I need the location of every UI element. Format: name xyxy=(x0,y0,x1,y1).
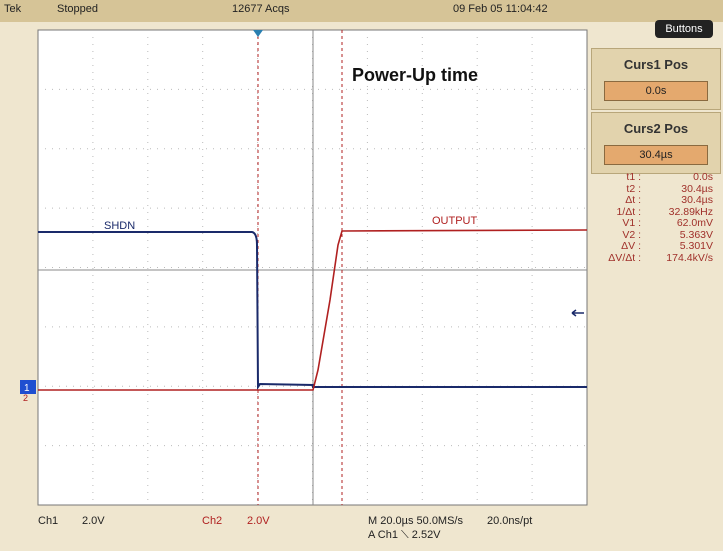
measurement-value: 30.4µs xyxy=(681,182,713,195)
ch1-marker-label: 1 xyxy=(24,383,30,394)
resolution: 20.0ns/pt xyxy=(487,515,533,527)
measurement-row: t2 : 30.4µs xyxy=(593,182,713,196)
measurement-label: V2 : xyxy=(622,228,641,241)
ch2: Ch2 xyxy=(202,515,223,527)
graticule: Power-Up time SHDN OUTPUT 1 2 xyxy=(20,29,588,506)
measurement-row: Δt : 30.4µs xyxy=(593,194,713,207)
title: Power-Up time xyxy=(352,65,478,85)
measurement-label: Δt : xyxy=(625,194,641,206)
ch1-scale: 2.0V xyxy=(82,515,105,527)
measurements: t1 : 0.0s t2 : 30.4µs Δt : 30.4µs 1/Δt : 32.89k… xyxy=(593,171,713,265)
timebase: M 20.0µs 50.0MS/s xyxy=(368,515,463,527)
status-bar xyxy=(0,0,723,22)
measurement-row: V1 : 62.0mV xyxy=(593,217,713,230)
offset-arrow xyxy=(571,309,584,317)
measurement-value: 0.0s xyxy=(693,171,713,183)
trigger: A Ch1 ⟍ 2.52V xyxy=(368,529,441,541)
cursor1-panel[interactable]: Curs1 Pos 0.0s xyxy=(591,48,721,110)
measurement-label: ΔV/Δt : xyxy=(608,251,641,264)
measurement-value: 32.89kHz xyxy=(668,205,713,218)
shdn-label: SHDN xyxy=(104,220,135,232)
cursor1-label: Curs1 Pos xyxy=(623,57,689,72)
measurement-label: ΔV : xyxy=(621,240,641,252)
measurement-value: 62.0mV xyxy=(676,217,713,229)
measurement-label: 1/Δt : xyxy=(616,205,641,218)
cursor2-value: 30.4µs xyxy=(604,145,708,165)
measurement-row: t1 : 0.0s xyxy=(593,171,713,184)
cursor2-panel[interactable]: Curs2 Pos 30.4µs xyxy=(591,112,721,174)
measurement-row: ΔV : 5.301V xyxy=(593,240,713,253)
measurement-value: 30.4µs xyxy=(681,194,713,206)
measurement-row: 1/Δt : 32.89kHz xyxy=(593,205,713,219)
ch2-marker-label: 2 xyxy=(23,393,28,403)
ch2-scale: 2.0V xyxy=(247,515,270,527)
measurement-value: 174.4kV/s xyxy=(666,251,713,264)
measurement-label: t2 : xyxy=(626,182,641,195)
measurement-value: 5.301V xyxy=(679,240,713,252)
measurement-row: V2 : 5.363V xyxy=(593,228,713,242)
measurement-row: ΔV/Δt : 174.4kV/s xyxy=(593,251,713,265)
datetime: 09 Feb 05 11:04:42 xyxy=(453,3,548,15)
measurement-label: t1 : xyxy=(626,171,641,183)
measurement-value: 5.363V xyxy=(679,228,713,241)
ch1-marker xyxy=(20,380,36,394)
trigger-marker xyxy=(253,30,263,37)
cursor2-label: Curs2 Pos xyxy=(623,121,689,136)
shdn-trace xyxy=(38,231,587,391)
cursor1-value: 0.0s xyxy=(604,81,708,101)
state: Stopped xyxy=(57,3,98,15)
buttons-button[interactable]: Buttons xyxy=(655,20,713,38)
grid xyxy=(38,30,587,505)
ch1: Ch1 xyxy=(38,515,59,527)
output-trace xyxy=(38,229,588,391)
measurement-label: V1 : xyxy=(622,217,641,229)
acquisitions: 12677 Acqs xyxy=(232,3,290,15)
brand: Tek xyxy=(4,3,22,15)
output-label: OUTPUT xyxy=(432,215,478,227)
